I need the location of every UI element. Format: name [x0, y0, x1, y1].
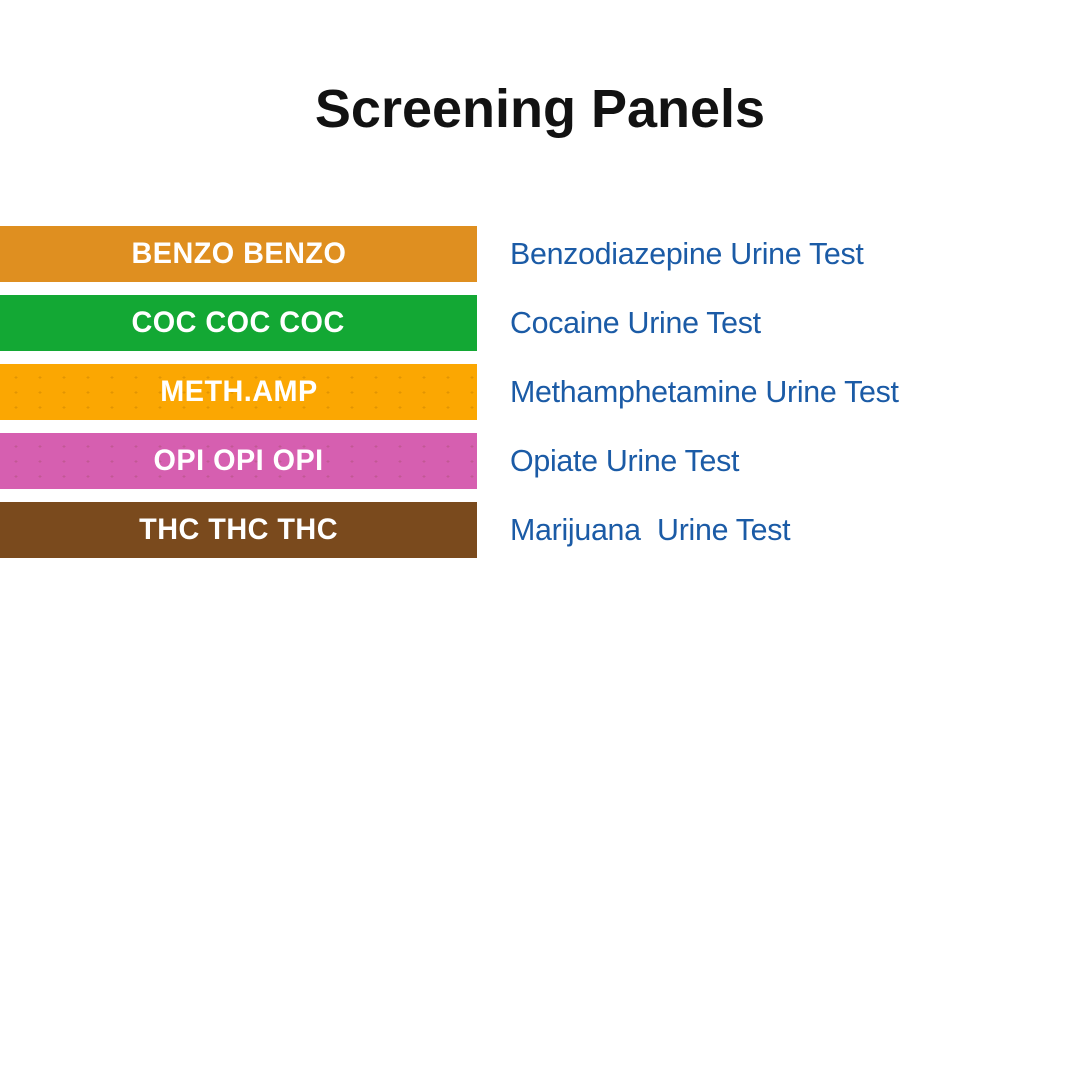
panel-row: BENZO BENZO Benzodiazepine Urine Test: [0, 226, 1080, 282]
panel-band-benzo: BENZO BENZO: [0, 226, 477, 282]
panel-band-code: METH.AMP: [159, 375, 318, 408]
panel-band-code: OPI OPI OPI: [153, 444, 324, 477]
panel-band-code: BENZO BENZO: [131, 237, 346, 270]
panel-band-code: THC THC THC: [139, 513, 338, 546]
panel-band-code: COC COC COC: [131, 306, 346, 339]
panel-list: BENZO BENZO Benzodiazepine Urine Test CO…: [0, 226, 1080, 571]
panel-row: COC COC COC Cocaine Urine Test: [0, 295, 1080, 351]
panel-row: OPI OPI OPI Opiate Urine Test: [0, 433, 1080, 489]
panel-row: THC THC THC Marijuana Urine Test: [0, 502, 1080, 558]
panel-test-name: Cocaine Urine Test: [510, 305, 761, 340]
panel-test-name: Benzodiazepine Urine Test: [510, 236, 864, 271]
panel-band-thc: THC THC THC: [0, 502, 477, 558]
panel-band-opi: OPI OPI OPI: [0, 433, 477, 489]
panel-band-coc: COC COC COC: [0, 295, 477, 351]
panel-test-name: Opiate Urine Test: [510, 443, 740, 478]
panel-row: METH.AMP Methamphetamine Urine Test: [0, 364, 1080, 420]
panel-band-meth: METH.AMP: [0, 364, 477, 420]
page-title: Screening Panels: [314, 79, 766, 139]
panel-test-name: Methamphetamine Urine Test: [510, 374, 899, 409]
panel-test-name: Marijuana Urine Test: [510, 512, 791, 547]
